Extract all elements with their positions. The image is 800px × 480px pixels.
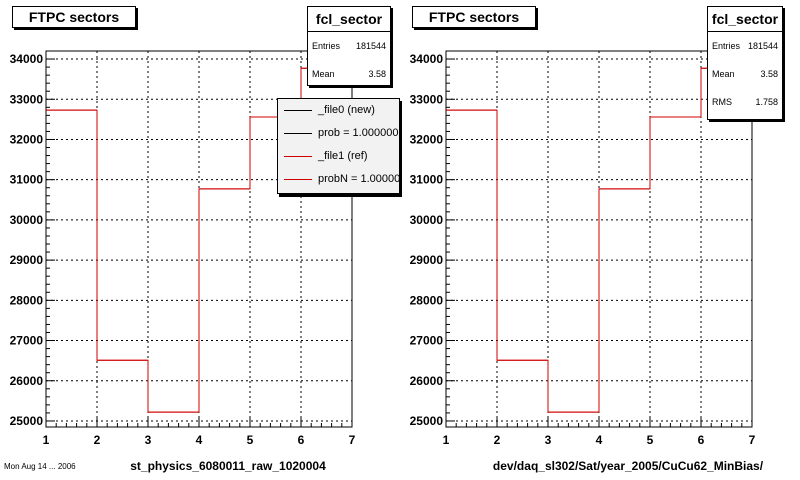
left-stats-name: fcl_sector	[308, 7, 390, 32]
left-stats-mean-label: Mean	[312, 69, 335, 79]
legend-entry-prob: prob = 1.000000	[278, 122, 399, 145]
legend-entry-probn: probN = 1.000000	[278, 168, 399, 191]
right-stats-entries-value: 181544	[747, 41, 778, 51]
x-tick-label: 2	[494, 433, 501, 447]
y-tick-label: 29000	[10, 253, 44, 267]
x-tick-label: 6	[298, 433, 305, 447]
y-tick-label: 27000	[10, 334, 44, 348]
legend-label-prob: prob = 1.000000	[318, 127, 399, 139]
y-tick-label: 28000	[10, 293, 44, 307]
right-stats-name: fcl_sector	[708, 7, 782, 32]
right-stats-box: fcl_sector Entries 181544 Mean 3.58 RMS …	[707, 6, 783, 120]
left-pad-title: FTPC sectors	[12, 6, 136, 28]
legend-line-probn	[284, 179, 312, 180]
right-histogram-plot: 1 2 3 4 5 6 7 25000 26000 27000 28000 29000 30000 310…	[410, 50, 764, 473]
x-tick-label: 7	[749, 433, 756, 447]
legend-label-file0: _file0 (new)	[318, 104, 375, 116]
y-tick-label: 31000	[410, 173, 444, 187]
y-tick-label: 33000	[410, 92, 444, 106]
x-tick-label: 5	[647, 433, 654, 447]
right-pad-title: FTPC sectors	[412, 6, 536, 28]
y-tick-label: 26000	[410, 374, 444, 388]
left-stats-entries-label: Entries	[312, 41, 341, 51]
y-tick-label: 29000	[410, 253, 444, 267]
left-stats-row-entries: Entries 181544	[308, 32, 390, 60]
right-stats-rms-value: 1.758	[755, 97, 778, 107]
left-stats-box: fcl_sector Entries 181544 Mean 3.58	[307, 6, 391, 86]
y-tick-label: 31000	[10, 173, 44, 187]
left-stats-mean-value: 3.58	[368, 69, 386, 79]
x-tick-label: 6	[698, 433, 705, 447]
left-legend: _file0 (new) prob = 1.000000 _file1 (ref…	[277, 98, 400, 194]
right-histogram-pad: 1 2 3 4 5 6 7 25000 26000 27000 28000 29000 30000 310…	[400, 0, 800, 480]
legend-line-prob	[284, 133, 312, 134]
right-stats-rms-label: RMS	[712, 97, 732, 107]
left-stats-row-mean: Mean 3.58	[308, 60, 390, 88]
y-tick-label: 26000	[10, 374, 44, 388]
left-histogram-pad: 1 2 3 4 5 6 7 25000 26000 27000 28000 29000 30000 310…	[10, 6, 400, 473]
y-tick-label: 34000	[410, 52, 444, 66]
x-tick-label: 7	[349, 433, 356, 447]
y-tick-label: 34000	[10, 52, 44, 66]
x-tick-label: 1	[443, 433, 450, 447]
left-stats-entries-value: 181544	[355, 41, 386, 51]
y-tick-label: 32000	[10, 132, 44, 146]
legend-label-file1: _file1 (ref)	[318, 150, 368, 162]
y-tick-label: 30000	[10, 213, 44, 227]
x-tick-label: 3	[145, 433, 152, 447]
right-stats-mean-label: Mean	[712, 69, 735, 79]
right-stats-row-rms: RMS 1.758	[708, 88, 782, 116]
y-tick-label: 30000	[410, 213, 444, 227]
y-tick-label: 25000	[10, 414, 44, 428]
right-stats-row-entries: Entries 181544	[708, 32, 782, 60]
y-tick-label: 32000	[410, 132, 444, 146]
x-axis-label: st_physics_6080011_raw_1020004	[130, 459, 326, 473]
x-tick-label: 1	[43, 433, 50, 447]
right-stats-row-mean: Mean 3.58	[708, 60, 782, 88]
x-tick-label: 5	[247, 433, 254, 447]
series-step-line	[446, 67, 752, 413]
legend-entry-file1: _file1 (ref)	[278, 145, 399, 168]
x-tick-label: 4	[196, 433, 203, 447]
right-stats-entries-label: Entries	[712, 41, 741, 51]
legend-line-file0	[284, 110, 312, 111]
x-axis-label: dev/daq_sl302/Sat/year_2005/CuCu62_MinBi…	[493, 459, 764, 473]
x-tick-label: 3	[545, 433, 552, 447]
y-tick-label: 27000	[410, 334, 444, 348]
right-stats-mean-value: 3.58	[760, 69, 778, 79]
legend-entry-file0: _file0 (new)	[278, 99, 399, 122]
footer-timestamp: Mon Aug 14 ... 2006	[4, 462, 76, 471]
legend-line-file1	[284, 156, 312, 157]
y-tick-label: 25000	[410, 414, 444, 428]
legend-label-probn: probN = 1.000000	[318, 173, 400, 185]
y-tick-label: 33000	[10, 92, 44, 106]
x-tick-label: 4	[596, 433, 603, 447]
y-tick-label: 28000	[410, 293, 444, 307]
x-tick-label: 2	[94, 433, 101, 447]
